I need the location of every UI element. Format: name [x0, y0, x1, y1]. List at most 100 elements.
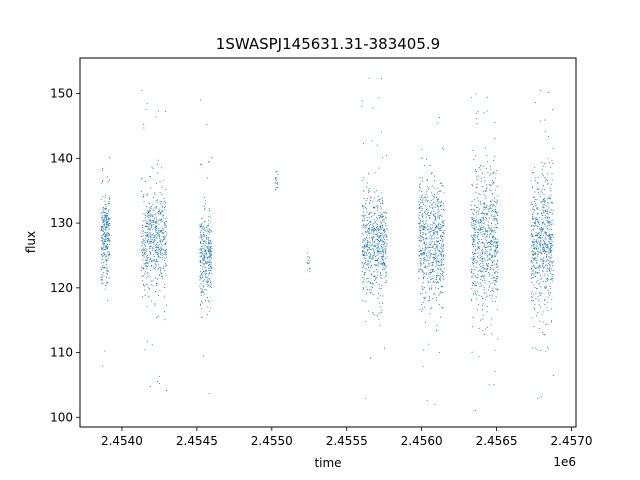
data-point: [157, 110, 159, 112]
data-point: [422, 366, 424, 368]
data-point: [435, 231, 437, 233]
data-point: [490, 268, 492, 270]
data-point: [385, 272, 387, 274]
data-point: [438, 228, 440, 230]
data-point: [421, 310, 423, 312]
data-point: [543, 299, 546, 302]
data-point: [484, 190, 486, 192]
data-point: [420, 221, 422, 223]
data-point: [488, 189, 490, 191]
data-point: [545, 236, 547, 238]
data-point: [492, 181, 494, 183]
data-point: [153, 259, 155, 261]
data-point: [382, 262, 385, 264]
data-point: [495, 248, 497, 250]
data-point: [378, 266, 380, 268]
data-point: [208, 392, 210, 394]
data-point: [488, 227, 490, 229]
data-point: [375, 245, 377, 247]
data-point: [436, 199, 438, 201]
data-point: [202, 257, 204, 260]
data-point: [471, 222, 473, 224]
data-point: [164, 207, 166, 209]
data-point: [546, 246, 548, 248]
data-point: [202, 248, 204, 250]
data-point: [106, 215, 108, 217]
data-point: [104, 203, 107, 205]
data-point: [429, 281, 431, 283]
data-point: [481, 305, 483, 307]
data-point: [478, 200, 480, 202]
data-point: [548, 242, 550, 244]
data-point: [430, 278, 432, 281]
data-point: [552, 109, 554, 111]
data-point: [381, 235, 383, 237]
data-point: [149, 245, 151, 248]
data-point: [208, 310, 210, 312]
data-point: [141, 89, 143, 91]
data-point: [476, 281, 479, 283]
data-point: [480, 228, 482, 230]
data-point: [438, 261, 440, 264]
data-point: [363, 247, 365, 250]
data-point: [376, 260, 378, 262]
data-point: [368, 247, 370, 249]
data-point: [489, 229, 491, 232]
data-point: [477, 277, 479, 279]
data-point: [372, 231, 374, 233]
data-point: [486, 305, 488, 307]
data-point: [153, 260, 155, 262]
data-point: [363, 273, 366, 275]
data-point: [373, 218, 375, 221]
data-point: [423, 165, 425, 167]
data-point: [478, 222, 480, 224]
data-point: [419, 211, 422, 213]
data-point: [543, 333, 545, 335]
data-point: [385, 212, 387, 215]
data-point: [148, 296, 150, 298]
data-point: [149, 228, 151, 230]
data-point: [544, 197, 546, 199]
data-point: [369, 241, 371, 243]
data-point: [539, 286, 541, 288]
data-point: [497, 245, 499, 247]
data-point: [543, 241, 545, 243]
data-point: [154, 303, 156, 305]
data-point: [209, 255, 212, 258]
data-point: [435, 212, 437, 214]
data-point: [477, 242, 479, 244]
data-point: [431, 172, 433, 174]
data-point: [489, 165, 491, 167]
data-point: [210, 280, 212, 282]
data-point: [106, 245, 108, 247]
data-point: [481, 225, 483, 227]
data-point: [142, 196, 144, 198]
data-point: [206, 283, 208, 285]
data-point: [385, 233, 387, 235]
data-point: [425, 200, 427, 202]
data-point: [475, 284, 477, 286]
data-point: [155, 205, 157, 208]
data-point: [380, 207, 382, 209]
data-point: [439, 273, 442, 275]
data-point: [439, 316, 441, 318]
data-point: [548, 256, 550, 258]
data-point: [161, 211, 163, 213]
data-point: [148, 211, 150, 213]
data-point: [157, 212, 159, 214]
data-point: [377, 259, 379, 261]
data-point: [549, 228, 551, 230]
data-point: [109, 222, 111, 224]
data-point: [383, 263, 385, 265]
data-point: [150, 237, 152, 239]
data-point: [203, 254, 205, 256]
data-point: [479, 202, 481, 204]
data-point: [148, 250, 150, 252]
data-point: [443, 222, 445, 224]
data-point: [206, 314, 208, 316]
data-point: [490, 243, 493, 245]
data-point: [428, 231, 430, 233]
data-point: [423, 302, 425, 304]
data-point: [535, 217, 537, 219]
data-point: [537, 233, 539, 235]
